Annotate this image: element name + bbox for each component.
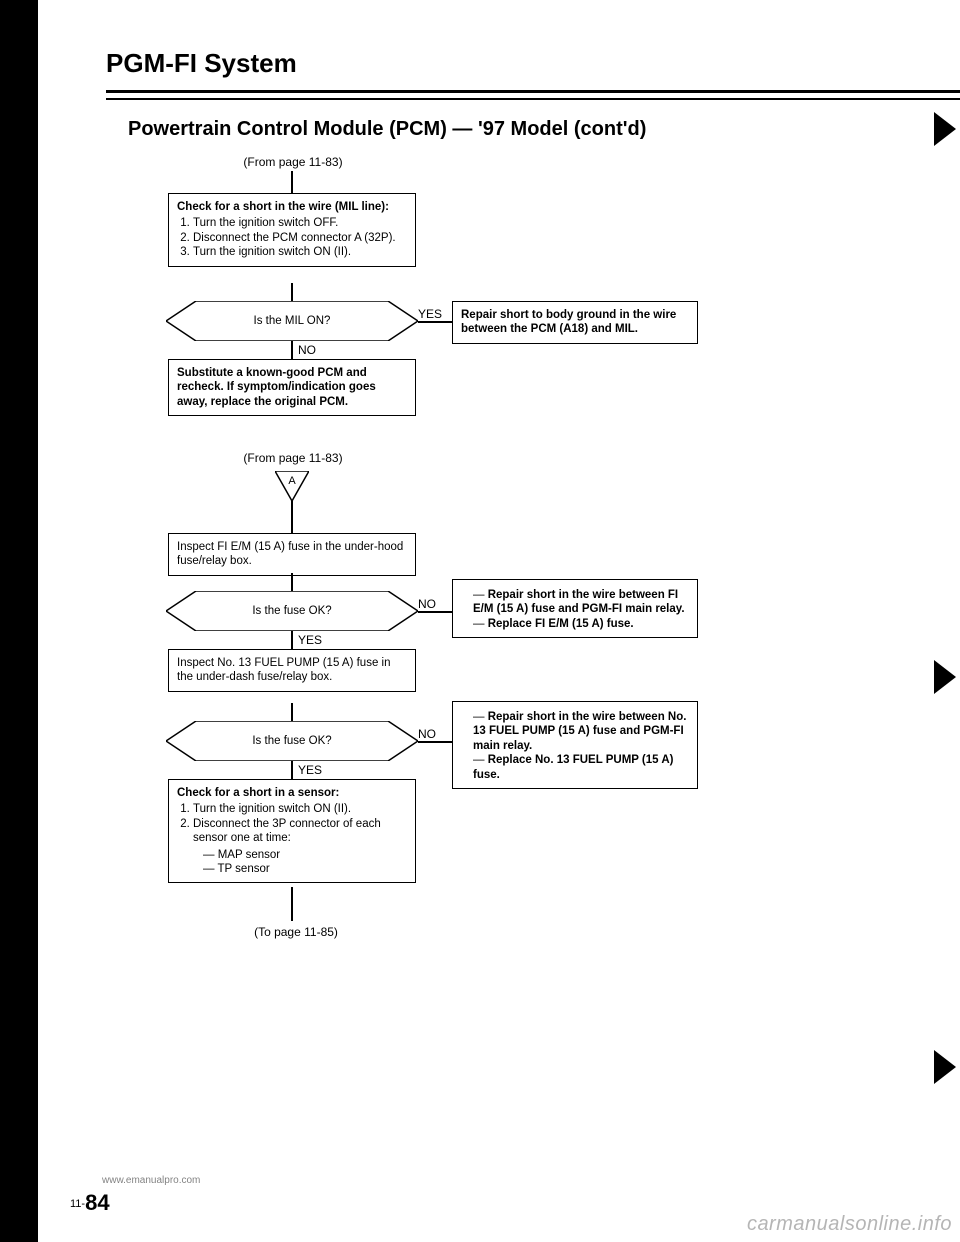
- margin-arrow-icon: [934, 1050, 956, 1084]
- step-item: Disconnect the PCM connector A (32P).: [193, 231, 407, 245]
- yes-label: YES: [418, 307, 442, 321]
- connector: [291, 501, 293, 533]
- page-prefix: 11-: [70, 1198, 85, 1210]
- step-list: Turn the ignition switch ON (II). Discon…: [193, 802, 407, 845]
- page: PGM-FI System Powertrain Control Module …: [0, 0, 960, 1242]
- decision-fuse-fi: Is the fuse OK?: [166, 591, 418, 631]
- connector: [418, 611, 452, 613]
- connector: [291, 887, 293, 921]
- connector: [291, 761, 293, 779]
- offpage-connector: A: [275, 471, 309, 501]
- result-text: Repair short in the wire between FI E/M …: [473, 589, 685, 615]
- no-label: NO: [418, 597, 436, 611]
- connector: [418, 741, 452, 743]
- title-rule-thick: [106, 90, 960, 93]
- result-item: Replace FI E/M (15 A) fuse.: [473, 617, 689, 631]
- result-repair-fuel-fuse: Repair short in the wire between No. 13 …: [452, 701, 698, 789]
- connector: [291, 341, 293, 359]
- step-text: Inspect FI E/M (15 A) fuse in the under-…: [177, 541, 403, 567]
- page-number: www.emanualpro.com 11-84: [70, 1190, 110, 1216]
- result-repair-a18: Repair short to body ground in the wire …: [452, 301, 698, 344]
- decision-mil-on: Is the MIL ON?: [166, 301, 418, 341]
- step-item: Turn the ignition switch OFF.: [193, 216, 407, 230]
- connector: [291, 703, 293, 721]
- from-page-label: (From page 11-83): [218, 155, 368, 169]
- result-text: Replace No. 13 FUEL PUMP (15 A) fuse.: [473, 754, 673, 780]
- step-item: Disconnect the 3P connector of each sens…: [193, 817, 407, 846]
- step-list: Turn the ignition switch OFF. Disconnect…: [193, 216, 407, 259]
- decision-text: Is the fuse OK?: [252, 735, 331, 747]
- step-title: Check for a short in a sensor:: [177, 787, 339, 799]
- connector: [291, 283, 293, 301]
- step-inspect-fuel-fuse: Inspect No. 13 FUEL PUMP (15 A) fuse in …: [168, 649, 416, 692]
- step-item: Turn the ignition switch ON (II).: [193, 245, 407, 259]
- step-inspect-fi-fuse: Inspect FI E/M (15 A) fuse in the under-…: [168, 533, 416, 576]
- step-bullet: MAP sensor: [203, 848, 407, 862]
- result-repair-fi-fuse: Repair short in the wire between FI E/M …: [452, 579, 698, 638]
- step-title: Check for a short in the wire (MIL line)…: [177, 201, 389, 213]
- result-substitute-pcm: Substitute a known-good PCM and recheck.…: [168, 359, 416, 416]
- connector: [291, 171, 293, 193]
- step-check-sensor-short: Check for a short in a sensor: Turn the …: [168, 779, 416, 883]
- connector: [291, 631, 293, 649]
- result-text: Repair short in the wire between No. 13 …: [473, 711, 686, 752]
- watermark: carmanualsonline.info: [747, 1213, 952, 1236]
- from-page-label: (From page 11-83): [218, 451, 368, 465]
- no-label: NO: [418, 727, 436, 741]
- yes-label: YES: [298, 763, 322, 777]
- result-text: Substitute a known-good PCM and recheck.…: [177, 367, 376, 408]
- result-item: Repair short in the wire between No. 13 …: [473, 710, 689, 753]
- section-subtitle: Powertrain Control Module (PCM) — '97 Mo…: [128, 118, 646, 141]
- page-num: 84: [85, 1190, 109, 1215]
- step-item: Turn the ignition switch ON (II).: [193, 802, 407, 816]
- no-label: NO: [298, 343, 316, 357]
- decision-fuse-fuel: Is the fuse OK?: [166, 721, 418, 761]
- yes-label: YES: [298, 633, 322, 647]
- step-check-short-mil: Check for a short in the wire (MIL line)…: [168, 193, 416, 267]
- page-title: PGM-FI System: [106, 48, 297, 79]
- result-item: Repair short in the wire between FI E/M …: [473, 588, 689, 617]
- connector: [291, 573, 293, 591]
- decision-text: Is the fuse OK?: [252, 605, 331, 617]
- result-item: Replace No. 13 FUEL PUMP (15 A) fuse.: [473, 753, 689, 782]
- binding-edge: [0, 0, 38, 1242]
- connector: [418, 321, 452, 323]
- flowchart: (From page 11-83) Check for a short in t…: [108, 155, 748, 1115]
- to-page-label: (To page 11-85): [226, 925, 366, 939]
- offpage-label: A: [275, 475, 309, 487]
- title-rule-thin: [106, 98, 960, 100]
- step-bullet: TP sensor: [203, 862, 407, 876]
- margin-arrow-icon: [934, 660, 956, 694]
- sheet: PGM-FI System Powertrain Control Module …: [38, 0, 960, 1242]
- result-text: Repair short to body ground in the wire …: [461, 309, 676, 335]
- decision-text: Is the MIL ON?: [254, 315, 331, 327]
- step-text: Inspect No. 13 FUEL PUMP (15 A) fuse in …: [177, 657, 391, 683]
- result-text: Replace FI E/M (15 A) fuse.: [488, 618, 634, 630]
- margin-arrow-icon: [934, 112, 956, 146]
- watermark-url: www.emanualpro.com: [102, 1175, 200, 1186]
